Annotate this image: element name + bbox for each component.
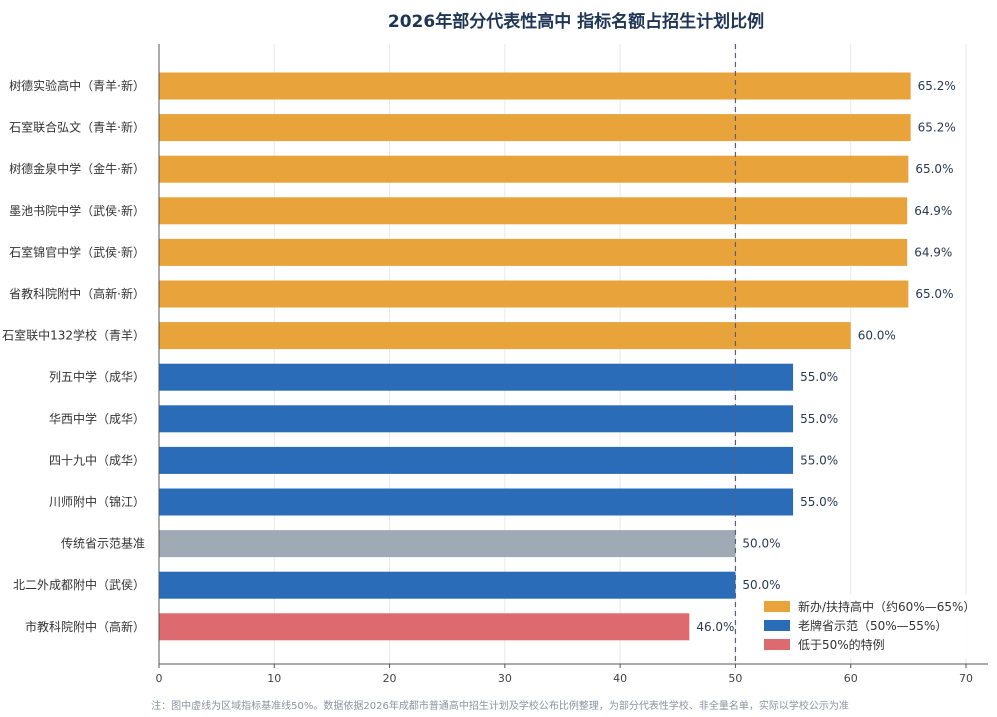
category-label: 市教科院附中（高新） xyxy=(25,619,145,634)
x-tick-label: 10 xyxy=(267,672,281,685)
category-label: 石室联合弘文（青羊·新） xyxy=(9,120,145,135)
chart-footnote: 注：图中虚线为区域指标基准线50%。数据依据2026年成都市普通高中招生计划及学… xyxy=(151,699,849,712)
bar xyxy=(159,446,794,474)
x-tick-label: 40 xyxy=(613,672,627,685)
data-label: 55.0% xyxy=(800,495,838,509)
legend-background xyxy=(758,594,980,658)
legend: 新办/扶持高中（约60%—65%） 老牌省示范（50%—55%） 低于50%的特例 xyxy=(758,594,980,658)
bar xyxy=(159,363,794,391)
category-label: 树德实验高中（青羊·新） xyxy=(9,78,145,93)
bar xyxy=(159,488,794,516)
category-label: 石室联中132学校（青羊） xyxy=(2,328,145,343)
chart-title: 2026年部分代表性高中 指标名额占招生计划比例 xyxy=(388,11,764,32)
labels-layer: 树德实验高中（青羊·新） 65.2% 石室联合弘文（青羊·新） 65.2% 树德金泉中学… xyxy=(2,78,956,634)
category-label: 传统省示范基准 xyxy=(61,536,145,551)
bar xyxy=(159,114,911,142)
bar xyxy=(159,238,908,266)
data-label: 64.9% xyxy=(914,204,952,218)
axis-layer: 0 10 20 30 40 50 60 70 xyxy=(156,44,988,685)
category-label: 墨池书院中学（武侯·新） xyxy=(9,203,145,218)
data-label: 60.0% xyxy=(858,329,896,343)
category-label: 北二外成都附中（武侯） xyxy=(13,577,145,592)
data-label: 65.2% xyxy=(918,79,956,93)
category-label: 川师附中（锦江） xyxy=(49,494,145,509)
category-label: 华西中学（成华） xyxy=(49,411,145,426)
legend-swatch xyxy=(764,639,790,650)
legend-label: 低于50%的特例 xyxy=(798,637,885,652)
bar xyxy=(159,197,908,225)
legend-swatch xyxy=(764,601,790,612)
bars-layer xyxy=(159,44,911,664)
x-tick-label: 0 xyxy=(156,672,163,685)
bar xyxy=(159,155,909,183)
category-label: 石室锦官中学（武侯·新） xyxy=(9,244,145,259)
x-tick-label: 70 xyxy=(959,672,973,685)
category-label: 列五中学（成华） xyxy=(49,369,145,384)
x-tick-label: 60 xyxy=(844,672,858,685)
data-label: 55.0% xyxy=(800,412,838,426)
bar xyxy=(159,571,736,599)
bar xyxy=(159,613,690,641)
bar xyxy=(159,530,736,558)
x-tick-label: 50 xyxy=(728,672,742,685)
data-label: 65.0% xyxy=(915,162,953,176)
data-label: 55.0% xyxy=(800,453,838,467)
data-label: 50.0% xyxy=(742,578,780,592)
x-tick-label: 20 xyxy=(383,672,397,685)
legend-label: 老牌省示范（50%—55%） xyxy=(798,619,947,633)
data-label: 65.0% xyxy=(915,287,953,301)
data-label: 50.0% xyxy=(742,537,780,551)
bar xyxy=(159,280,909,308)
data-label: 46.0% xyxy=(696,620,734,634)
category-label: 树德金泉中学（金牛·新） xyxy=(9,161,145,176)
bar xyxy=(159,322,851,350)
category-label: 省教科院附中（高新·新） xyxy=(9,286,145,301)
x-tick-label: 30 xyxy=(498,672,512,685)
data-label: 65.2% xyxy=(918,121,956,135)
data-label: 64.9% xyxy=(914,245,952,259)
bar xyxy=(159,72,911,100)
data-label: 55.0% xyxy=(800,370,838,384)
legend-swatch xyxy=(764,620,790,631)
legend-label: 新办/扶持高中（约60%—65%） xyxy=(798,599,975,614)
category-label: 四十九中（成华） xyxy=(49,452,145,467)
bar xyxy=(159,405,794,433)
